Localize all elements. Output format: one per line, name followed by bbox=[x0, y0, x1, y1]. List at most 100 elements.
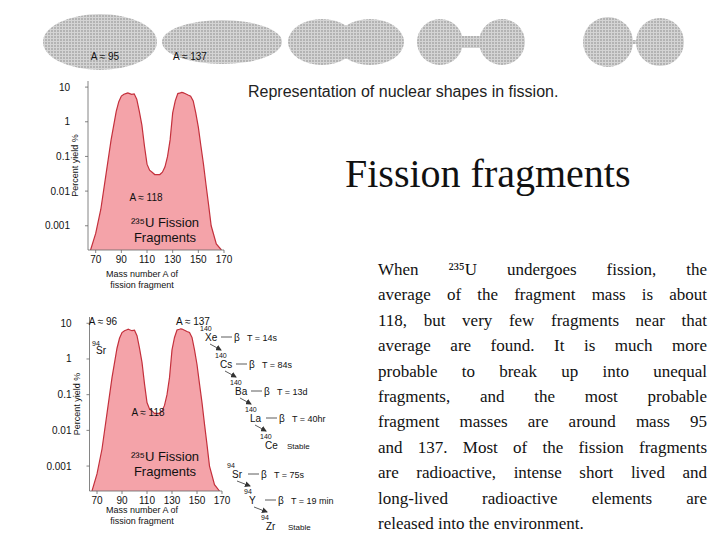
body-line: average are found. It is much more bbox=[378, 335, 707, 357]
x-tick-label: 90 bbox=[116, 254, 128, 265]
body-line: fragment masses are around mass 95 bbox=[378, 411, 707, 433]
element: Cs bbox=[220, 359, 232, 370]
yield-area bbox=[91, 92, 222, 250]
slide-title: Fission fragments bbox=[345, 151, 631, 196]
chart: 1010.10.010.0017090110130150170Percent y… bbox=[45, 51, 233, 265]
mass-number: 140 bbox=[260, 433, 272, 440]
y-tick bbox=[85, 225, 88, 226]
y-axis-title: Percent yield % bbox=[70, 134, 80, 197]
decay-link bbox=[266, 418, 277, 419]
plot-area bbox=[91, 92, 222, 250]
y-tick-label: 1 bbox=[66, 353, 72, 364]
body-line: and 137. Most of the fission fragments bbox=[378, 437, 707, 459]
decay-link bbox=[221, 337, 232, 338]
x-tick bbox=[97, 491, 98, 494]
x-tick bbox=[224, 250, 225, 253]
nuclear-shape bbox=[440, 36, 502, 48]
half-life: T = 84s bbox=[262, 360, 293, 370]
mass-number: 140 bbox=[215, 352, 227, 359]
mass-number: 94 bbox=[244, 488, 252, 495]
y-tick-label: 0.001 bbox=[46, 461, 71, 472]
x-tick bbox=[122, 491, 123, 494]
yield-area bbox=[92, 329, 220, 491]
x-tick-label: 70 bbox=[91, 495, 103, 506]
body-line: long-lived radioactive elements are bbox=[378, 488, 707, 510]
decay-symbol: β bbox=[278, 495, 284, 506]
chart: 1010.10.010.0017090110130150170Percent y… bbox=[46, 316, 333, 532]
x-tick bbox=[197, 491, 198, 494]
x-tick bbox=[147, 250, 148, 253]
x-tick-label: 110 bbox=[139, 495, 155, 506]
decay-link bbox=[251, 391, 262, 392]
decay-symbol: β bbox=[261, 469, 267, 480]
half-life: T = 19 min bbox=[291, 496, 334, 506]
y-tick-label: 0.01 bbox=[52, 425, 72, 436]
annotation: A ≈ 118 bbox=[129, 192, 163, 203]
element: Y bbox=[249, 495, 256, 506]
caption: Representation of nuclear shapes in fiss… bbox=[248, 83, 558, 100]
decay-arrow bbox=[225, 371, 236, 377]
y-tick-label: 10 bbox=[59, 82, 71, 93]
decay-arrow bbox=[210, 344, 221, 350]
decay-symbol: β bbox=[264, 386, 270, 397]
decay-arrow bbox=[255, 425, 266, 431]
y-tick bbox=[87, 466, 90, 467]
y-tick bbox=[85, 156, 88, 157]
element: Ba bbox=[235, 386, 248, 397]
x-tick bbox=[172, 491, 173, 494]
element: Ce bbox=[265, 440, 278, 451]
y-tick-label: 0.1 bbox=[58, 389, 72, 400]
decay-symbol: β bbox=[249, 359, 255, 370]
x-tick-label: 130 bbox=[164, 254, 181, 265]
y-axis bbox=[89, 317, 90, 491]
y-axis bbox=[88, 81, 89, 250]
stable-label: Stable bbox=[287, 442, 310, 451]
element: Xe bbox=[205, 332, 218, 343]
decay-symbol: β bbox=[234, 332, 240, 343]
y-tick-label: 0.01 bbox=[51, 186, 71, 197]
half-life: T = 40hr bbox=[292, 414, 326, 424]
decay-arrow bbox=[254, 507, 267, 512]
mass-number: 94 bbox=[227, 462, 235, 469]
decay-link bbox=[265, 500, 276, 501]
mass-number: 140 bbox=[230, 379, 242, 386]
y-tick bbox=[87, 394, 90, 395]
x-axis bbox=[88, 250, 224, 251]
nuclear-shape bbox=[322, 27, 370, 57]
x-axis-title: Mass number A of fission fragment bbox=[95, 269, 189, 291]
decay-symbol: β bbox=[279, 413, 285, 424]
slide: Representation of nuclear shapes in fiss… bbox=[0, 0, 720, 540]
nuclear-shapes bbox=[43, 14, 684, 70]
body-line: 118, but very few fragments near that bbox=[378, 310, 707, 332]
decay-link bbox=[248, 474, 259, 475]
y-tick-label: 0.1 bbox=[56, 151, 70, 162]
x-tick bbox=[222, 491, 223, 494]
x-tick-label: 110 bbox=[139, 254, 155, 265]
mass-number: 140 bbox=[200, 325, 212, 332]
body-line: When ²³⁵U undergoes fission, the bbox=[378, 259, 707, 281]
annotation: A ≈ 96 bbox=[89, 316, 118, 327]
x-tick bbox=[198, 250, 199, 253]
y-tick-label: 10 bbox=[60, 318, 72, 329]
half-life: T = 13d bbox=[277, 387, 308, 397]
body-line: average of the fragment mass is about bbox=[378, 284, 707, 306]
y-tick bbox=[87, 430, 90, 431]
element: Sr bbox=[96, 345, 107, 356]
body-line: are radioactive, intense short lived and bbox=[378, 462, 707, 484]
decay-arrow bbox=[240, 398, 251, 404]
decay-link bbox=[236, 364, 247, 365]
yield-curve bbox=[92, 329, 220, 491]
chart-title: ²³⁵U Fission Fragments bbox=[115, 449, 215, 479]
nuclear-shape bbox=[162, 20, 282, 64]
decay-arrow bbox=[237, 481, 250, 486]
chart-title: ²³⁵U Fission Fragments bbox=[115, 215, 215, 245]
y-tick-label: 0.001 bbox=[45, 220, 70, 231]
stable-label: Stable bbox=[288, 523, 311, 532]
x-tick-label: 170 bbox=[214, 495, 231, 506]
mass-number: 94 bbox=[261, 514, 269, 521]
element: Zr bbox=[266, 521, 276, 532]
annotation: A ≈ 95 bbox=[91, 51, 120, 62]
body-line: released into the environment. bbox=[378, 513, 707, 535]
x-tick-label: 130 bbox=[164, 495, 181, 506]
annotation: A ≈ 137 bbox=[173, 51, 207, 62]
